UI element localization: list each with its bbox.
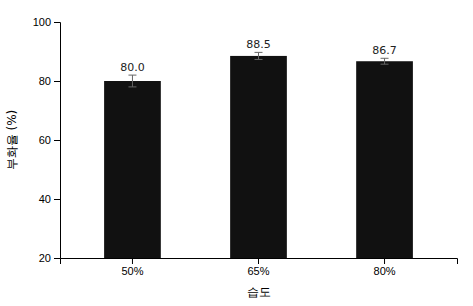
data-label: 80.0 bbox=[120, 61, 145, 74]
y-tick-mark bbox=[54, 258, 60, 259]
marks bbox=[104, 52, 413, 258]
bar bbox=[356, 61, 413, 258]
y-tick-label: 100 bbox=[33, 16, 51, 28]
y-tick-label: 60 bbox=[39, 134, 51, 146]
data-label: 88.5 bbox=[246, 38, 271, 51]
y-tick-label: 40 bbox=[39, 193, 51, 205]
y-tick-mark bbox=[54, 199, 60, 200]
y-tick-mark bbox=[54, 140, 60, 141]
x-tick-mark bbox=[384, 258, 385, 264]
x-tick-label: 50% bbox=[121, 265, 143, 277]
x-tick-label: 65% bbox=[247, 265, 269, 277]
y-tick: 20 bbox=[39, 252, 60, 264]
y-tick-label: 80 bbox=[39, 75, 51, 87]
x-tick: 65% bbox=[247, 258, 269, 277]
y-tick: 80 bbox=[39, 75, 60, 87]
chart-svg: 20 40 60 80 100 50% 65% 80% 80.0 88.5 86.7 습도 부화율 (%… bbox=[0, 0, 473, 306]
plot-area: 20 40 60 80 100 50% 65% 80% 80.0 88.5 86.7 bbox=[33, 16, 458, 277]
data-label: 86.7 bbox=[372, 44, 397, 57]
y-axis-line bbox=[54, 23, 61, 259]
y-tick: 40 bbox=[39, 193, 60, 205]
bar bbox=[104, 81, 161, 258]
bar bbox=[230, 56, 287, 258]
x-tick-label: 80% bbox=[374, 265, 396, 277]
x-axis-line bbox=[61, 259, 458, 265]
x-tick-mark bbox=[258, 258, 259, 264]
x-axis: 50% 65% 80% bbox=[61, 258, 458, 277]
x-tick: 80% bbox=[374, 258, 396, 277]
chart-container: 20 40 60 80 100 50% 65% 80% 80.0 88.5 86.7 습도 부화율 (%… bbox=[0, 0, 473, 306]
x-axis-title: 습도 bbox=[247, 285, 271, 299]
error-bar bbox=[381, 58, 389, 64]
y-tick-label: 20 bbox=[39, 252, 51, 264]
y-tick-mark bbox=[54, 22, 60, 23]
x-tick: 50% bbox=[121, 258, 143, 277]
y-axis: 20 40 60 80 100 bbox=[33, 16, 61, 264]
x-tick-mark bbox=[132, 258, 133, 264]
error-bar bbox=[128, 75, 136, 87]
error-bar bbox=[255, 52, 263, 59]
y-tick: 60 bbox=[39, 134, 60, 146]
y-axis-title: 부화율 (%) bbox=[5, 110, 19, 171]
y-tick: 100 bbox=[33, 16, 60, 28]
y-tick-mark bbox=[54, 81, 60, 82]
data-labels: 80.0 88.5 86.7 bbox=[120, 38, 397, 74]
